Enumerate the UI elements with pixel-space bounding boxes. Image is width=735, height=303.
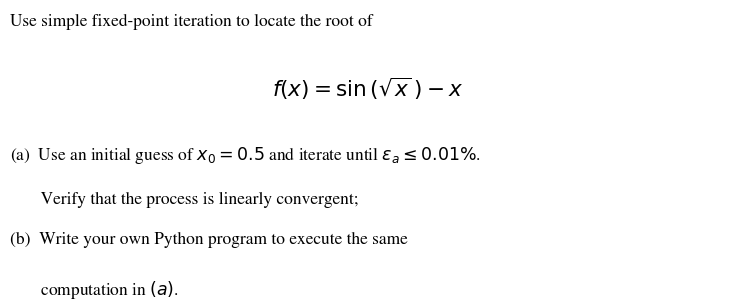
Text: (a)  Use an initial guess of $x_0 = 0.5$ and iterate until $\varepsilon_a \leq 0: (a) Use an initial guess of $x_0 = 0.5$ …	[10, 145, 481, 166]
Text: computation in $(a)$.: computation in $(a)$.	[10, 279, 179, 301]
Text: $f(x) = \sin\left(\sqrt{x}\,\right) - x$: $f(x) = \sin\left(\sqrt{x}\,\right) - x$	[272, 76, 463, 102]
Text: Verify that the process is linearly convergent;: Verify that the process is linearly conv…	[10, 192, 358, 208]
Text: Use simple fixed-point iteration to locate the root of: Use simple fixed-point iteration to loca…	[10, 14, 372, 30]
Text: (b)  Write your own Python program to execute the same: (b) Write your own Python program to exe…	[10, 232, 407, 248]
